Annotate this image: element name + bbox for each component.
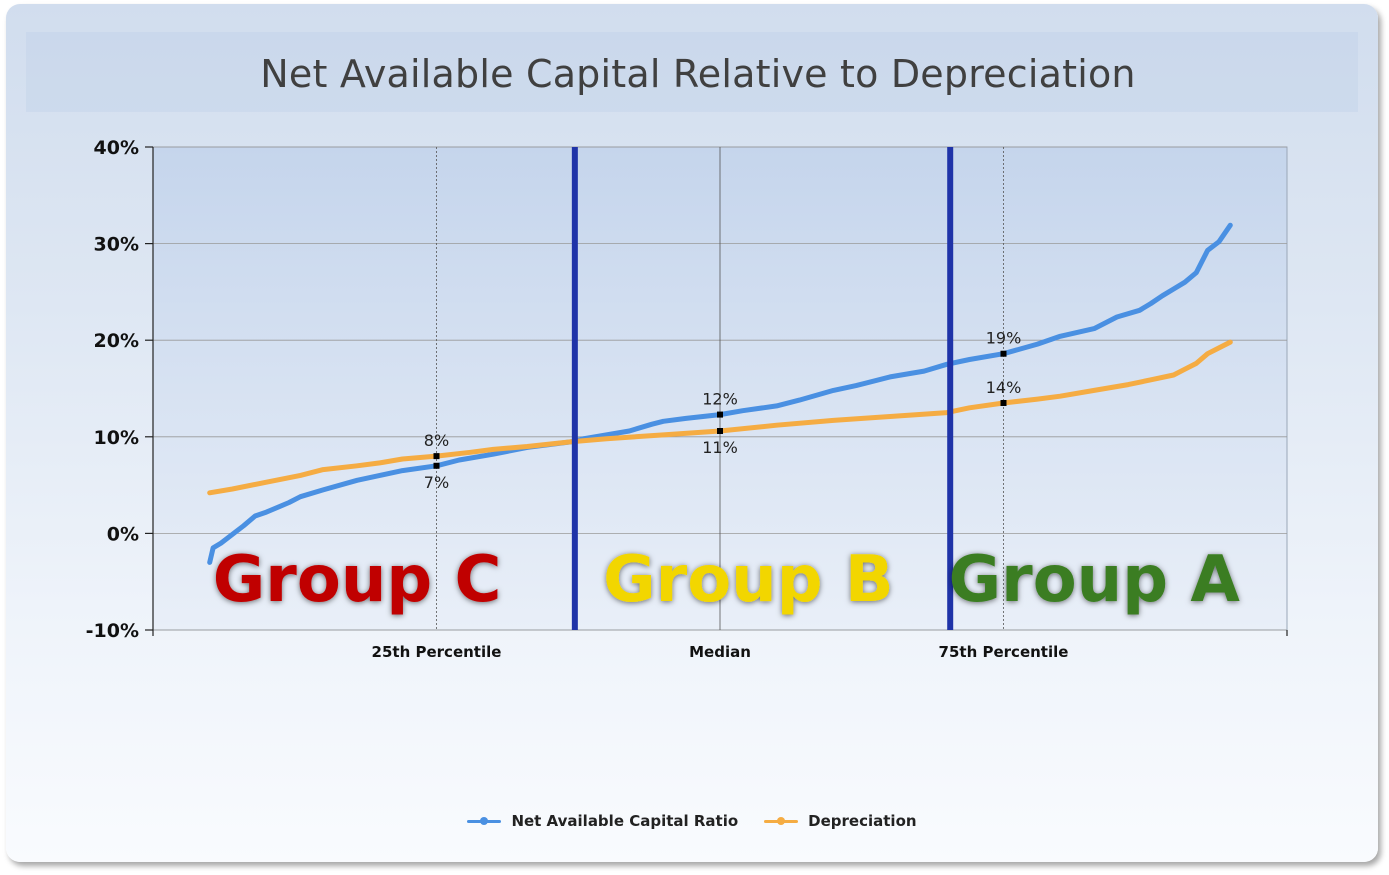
data-marker (433, 453, 440, 460)
data-marker (1000, 399, 1007, 406)
line-chart: 40% 30% 20% 10% 0% -10% 25th Percentile Median 7… (86, 137, 1288, 661)
group-label: Group B (603, 543, 894, 617)
y-tick-label: 0% (107, 523, 139, 545)
data-marker (433, 462, 440, 469)
data-label: 12% (702, 390, 738, 409)
legend-item-depreciation[interactable]: Depreciation (764, 812, 917, 830)
x-tick-label: 25th Percentile (372, 643, 502, 661)
legend-item-net-available-capital[interactable]: Net Available Capital Ratio (467, 812, 738, 830)
x-tick-label: Median (689, 643, 751, 661)
legend-swatch-blue (467, 816, 502, 825)
data-label: 8% (424, 431, 449, 450)
series-line-1 (207, 339, 1233, 496)
y-tick-label: 20% (94, 330, 139, 352)
title-band (26, 32, 1358, 112)
legend-label: Depreciation (808, 812, 917, 830)
legend-label: Net Available Capital Ratio (511, 812, 739, 830)
chart-legend: Net Available Capital Ratio Depreciation (6, 812, 1378, 830)
data-marker (717, 411, 723, 418)
data-marker (717, 428, 723, 435)
x-tick-label: 75th Percentile (939, 643, 1069, 661)
data-label: 7% (424, 473, 449, 492)
group-label: Group A (949, 543, 1241, 617)
data-label: 11% (702, 438, 738, 457)
y-tick-label: 10% (94, 427, 139, 449)
chart-card: Net Available Capital Relative to Deprec… (6, 4, 1378, 862)
data-label: 19% (986, 329, 1022, 348)
y-tick-label: 40% (94, 137, 139, 159)
chart-title: Net Available Capital Relative to Deprec… (260, 52, 1136, 96)
legend-swatch-orange (764, 816, 799, 825)
data-label: 14% (986, 378, 1022, 397)
group-label: Group C (213, 543, 502, 617)
y-tick-label: -10% (86, 620, 139, 642)
data-marker (1000, 350, 1007, 357)
y-tick-label: 30% (94, 234, 139, 256)
